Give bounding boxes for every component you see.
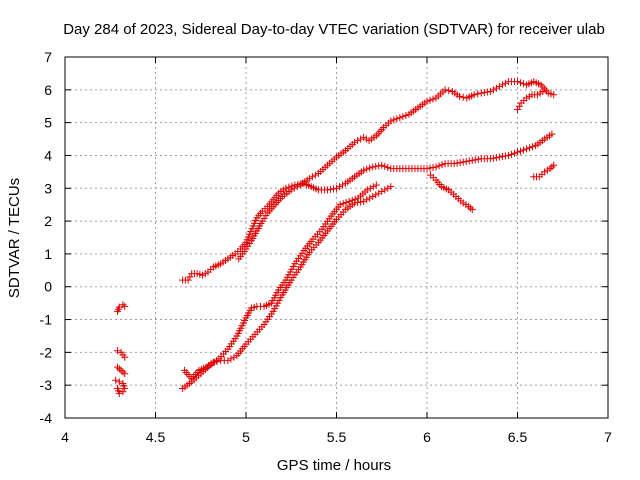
x-tick-labels: 4 4.5 5 5.5 6 6.5 7 [61,429,612,445]
x-tick-label: 4.5 [146,429,166,445]
data-track [113,363,129,378]
plot-frame [64,56,609,419]
track-markers [113,301,129,315]
x-tick-label: 5.5 [327,429,347,445]
y-tick-label: -3 [40,377,53,393]
x-tick-label: 6.5 [508,429,528,445]
x-axis-title: GPS time / hours [277,457,391,474]
y-tick-label: 6 [44,82,52,98]
y-tick-label: 3 [44,180,52,196]
x-tick-label: 5 [242,429,250,445]
y-tick-label: 2 [44,213,52,229]
track-markers [235,78,558,263]
track-markers [179,130,556,284]
track-markers [514,87,547,114]
data-track [427,171,476,214]
data-points [112,78,558,397]
data-track [112,376,129,392]
data-track [530,161,558,181]
data-track [113,384,127,397]
y-tick-label: 7 [44,49,52,65]
data-track [113,301,129,315]
track-markers [113,347,129,361]
y-tick-label: -2 [40,344,53,360]
track-markers [427,171,476,214]
track-markers [113,384,127,397]
y-tick-label: -1 [40,312,53,328]
y-tick-label: -4 [40,410,53,426]
grid-lines [64,56,609,419]
x-tick-label: 6 [423,429,431,445]
track-markers [179,181,380,392]
y-tick-label: 4 [44,147,52,163]
y-tick-labels: -4 -3 -2 -1 0 1 2 3 4 5 6 7 [40,49,53,426]
y-axis-title: SDTVAR / TECUs [6,178,23,298]
track-markers [530,161,558,181]
track-markers [112,376,129,392]
x-tick-label: 4 [61,429,69,445]
y-tick-label: 5 [44,115,52,131]
chart-title: Day 284 of 2023, Sidereal Day-to-day VTE… [63,21,605,38]
x-tick-label: 7 [604,429,612,445]
track-markers [180,183,395,383]
data-track [235,78,558,263]
data-track [514,87,547,114]
y-tick-label: 1 [44,246,52,262]
data-track [179,181,380,392]
data-track [113,347,129,361]
track-markers [113,363,129,378]
data-track [179,130,556,284]
y-tick-label: 0 [44,279,52,295]
data-track [180,183,395,383]
